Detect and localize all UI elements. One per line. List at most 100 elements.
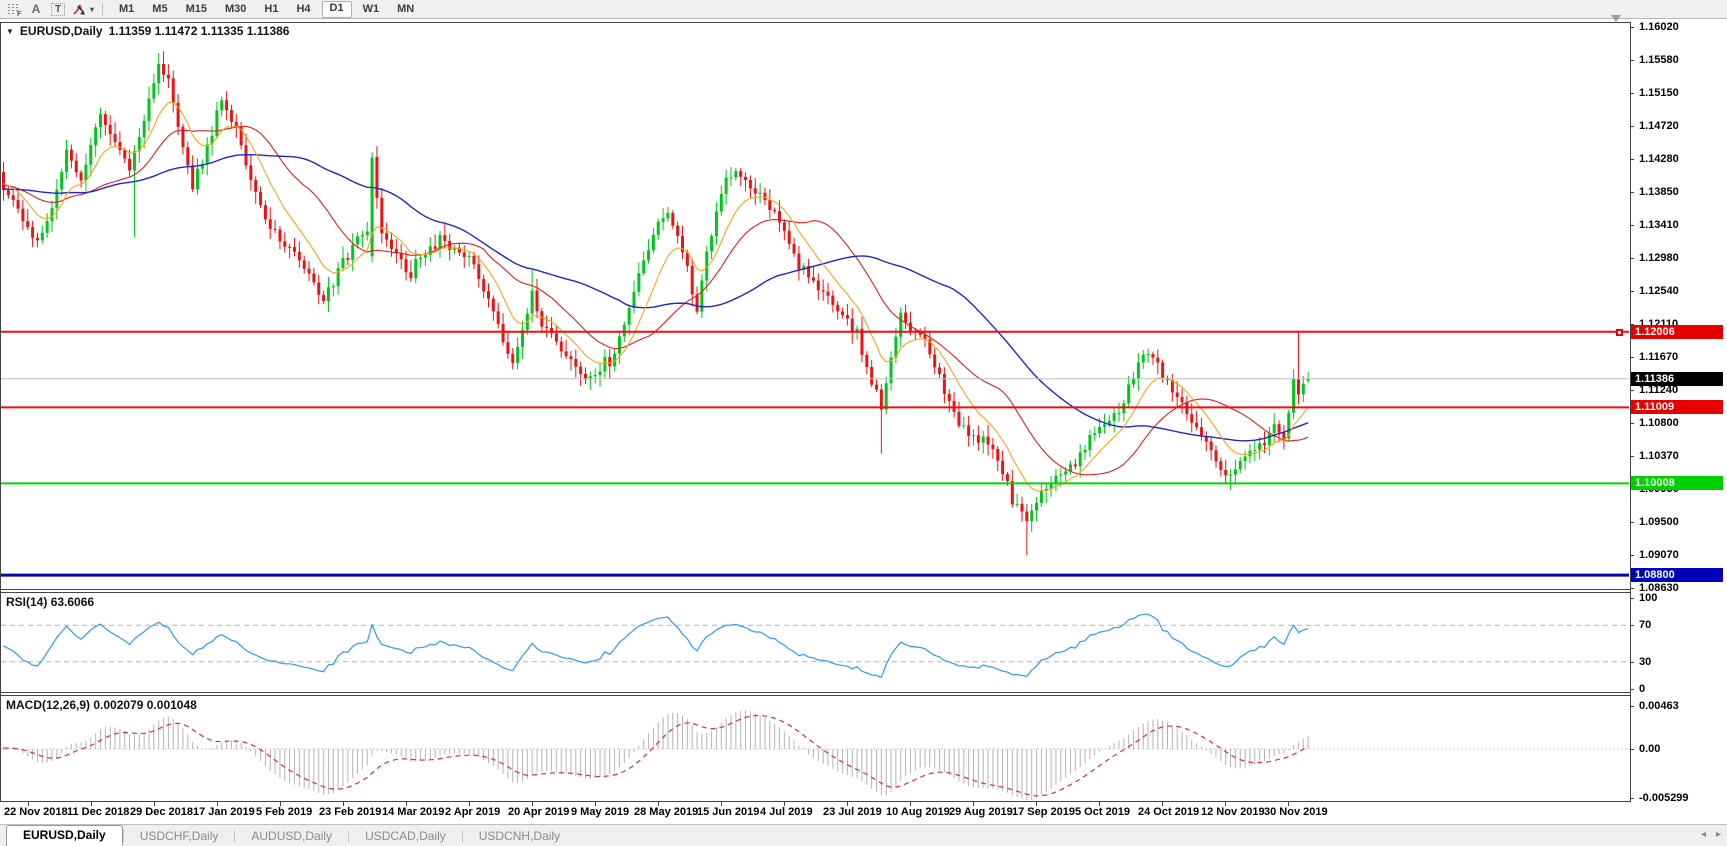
date-label: 17 Jan 2019	[193, 806, 255, 818]
timeframe-button-w1[interactable]: W1	[362, 2, 380, 15]
price-level-badge: 1.10008	[1631, 476, 1723, 491]
date-label: 11 Dec 2018	[67, 806, 130, 818]
arrows-tool-button[interactable]: ▾	[71, 1, 94, 17]
date-tick	[280, 802, 281, 806]
rsi-tick	[1630, 661, 1634, 663]
arrows-icon	[73, 3, 85, 15]
macd-panel-layer	[1, 710, 1629, 800]
macd-name: MACD(12,26,9)	[6, 698, 91, 712]
price-tick	[1630, 191, 1634, 193]
symbol-tab-usdcad[interactable]: USDCAD,Daily	[365, 829, 446, 843]
timeframe-button-m30[interactable]: M30	[224, 2, 247, 15]
price-axis-line[interactable]	[1630, 22, 1631, 802]
symbol-tab-audusd[interactable]: AUDUSD,Daily	[251, 829, 333, 843]
macd-indicator-label: MACD(12,26,9) 0.002079 0.001048	[6, 698, 197, 712]
date-label: 22 Nov 2018	[4, 806, 68, 818]
grid-f-icon: F	[7, 3, 22, 16]
date-label: 24 Oct 2019	[1138, 806, 1200, 818]
time-axis-line[interactable]	[0, 801, 1631, 802]
date-label: 29 Dec 2018	[130, 806, 193, 818]
timeframe-button-m5[interactable]: M5	[152, 2, 168, 15]
tab-scroll-right-icon[interactable]: ▸	[1715, 829, 1721, 840]
rsi-tick-label: 100	[1639, 592, 1658, 604]
date-tick	[1162, 802, 1163, 806]
chart-ohlc-values: 1.11359 1.11472 1.11335 1.11386	[108, 24, 290, 38]
macd-tick-label: 0.00463	[1639, 700, 1679, 712]
rsi-name: RSI(14)	[6, 595, 48, 609]
main-panel-top-border	[0, 22, 1631, 23]
tab-separator	[122, 829, 124, 842]
price-tick-label: 1.11240	[1639, 383, 1679, 396]
price-tick	[1630, 455, 1634, 457]
macd-panel-top-border	[0, 695, 1631, 696]
main-panel-layer	[1, 51, 1629, 577]
chart-left-border	[0, 22, 1, 802]
date-tick	[1288, 802, 1289, 806]
date-tick	[847, 802, 848, 806]
dropdown-caret-icon: ▾	[90, 4, 95, 14]
price-tick-label: 1.16020	[1639, 21, 1679, 33]
text-label-tool-button[interactable]: T	[49, 1, 67, 17]
timeframe-button-m1[interactable]: M1	[119, 2, 135, 15]
date-label: 28 May 2019	[634, 806, 699, 818]
price-tick	[1630, 27, 1634, 28]
chart-menu-arrow-icon[interactable]: ▼	[6, 26, 14, 36]
price-tick-label: 1.12540	[1639, 285, 1679, 298]
symbol-tab-usdcnh[interactable]: USDCNH,Daily	[478, 829, 561, 843]
date-label: 5 Oct 2019	[1075, 806, 1131, 818]
price-level-badge: 1.08800	[1631, 568, 1723, 583]
date-tick	[343, 802, 344, 806]
date-label: 20 Apr 2019	[508, 806, 570, 818]
price-tick-label: 1.09070	[1639, 548, 1679, 561]
price-tick	[1630, 125, 1634, 127]
rsi-tick	[1630, 689, 1634, 690]
price-level-badge: 1.12006	[1631, 324, 1723, 339]
date-label: 9 May 2019	[571, 806, 630, 818]
timeframe-button-m15[interactable]: M15	[185, 2, 207, 15]
date-label: 2 Apr 2019	[445, 806, 501, 818]
price-tick	[1630, 423, 1634, 425]
price-tick	[1630, 60, 1634, 62]
svg-text:F: F	[17, 11, 22, 16]
price-tick	[1630, 587, 1634, 589]
price-tick	[1630, 357, 1634, 359]
symbol-tab-usdchf[interactable]: USDCHF,Daily	[139, 829, 219, 843]
price-tick	[1630, 159, 1634, 161]
chart-shift-marker-icon[interactable]	[1611, 15, 1621, 22]
symbol-tab-eurusd[interactable]: EURUSD,Daily	[6, 825, 123, 846]
macd-tick-label: -0.005299	[1639, 792, 1689, 805]
price-tick-label: 1.12980	[1639, 251, 1679, 264]
toolbar-separator	[102, 2, 104, 16]
date-tick	[154, 802, 155, 806]
text-annotation-tool-button[interactable]: A	[27, 1, 45, 17]
hline-drag-handle[interactable]	[1616, 328, 1623, 336]
price-tick-label: 1.09500	[1639, 515, 1679, 528]
rsi-tick-label: 70	[1639, 619, 1652, 632]
date-tick	[1099, 802, 1100, 806]
date-label: 17 Sep 2019	[1012, 806, 1075, 818]
macd-tick	[1630, 798, 1634, 800]
date-tick	[910, 802, 911, 806]
timeframe-button-h1[interactable]: H1	[264, 2, 279, 15]
date-tick	[28, 802, 29, 806]
timeframe-button-d1[interactable]: D1	[321, 0, 352, 18]
date-tick	[595, 802, 596, 806]
timeframe-button-mn[interactable]: MN	[397, 2, 415, 15]
tab-scroll-left-icon[interactable]: ◂	[1700, 829, 1706, 840]
price-tick	[1630, 291, 1634, 293]
rsi-macd-separator[interactable]	[0, 692, 1631, 693]
price-tick	[1630, 257, 1634, 259]
grid-f-tool-button[interactable]: F	[5, 1, 23, 17]
date-tick	[406, 802, 407, 806]
chart-background	[0, 20, 1727, 824]
price-tick	[1630, 93, 1634, 95]
date-tick	[1036, 802, 1037, 806]
price-tick	[1630, 323, 1634, 325]
date-tick	[217, 802, 218, 806]
price-tick-label: 1.14280	[1639, 153, 1679, 166]
timeframe-button-h4[interactable]: H4	[296, 2, 311, 15]
rsi-panel-layer	[1, 613, 1629, 678]
price-level-badge: 1.11009	[1631, 400, 1723, 415]
main-rsi-separator[interactable]	[0, 589, 1631, 590]
